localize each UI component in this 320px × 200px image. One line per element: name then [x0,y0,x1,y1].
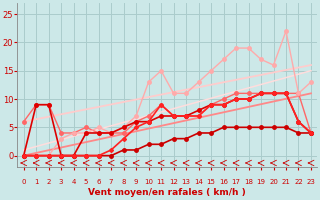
X-axis label: Vent moyen/en rafales ( km/h ): Vent moyen/en rafales ( km/h ) [88,188,246,197]
